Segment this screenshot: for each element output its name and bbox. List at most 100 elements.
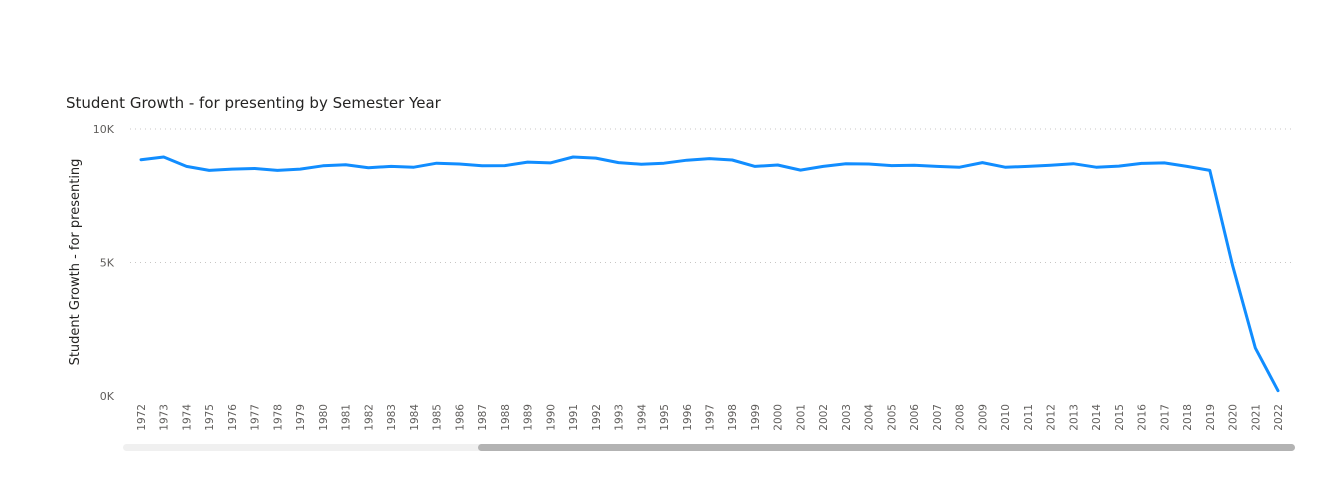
x-tick-label: 1982 [363, 404, 375, 431]
x-tick-label: 1984 [409, 404, 421, 431]
y-axis-label: Student Growth - for presenting [68, 159, 83, 366]
x-tick-label: 2018 [1182, 404, 1194, 431]
x-tick-label: 1993 [614, 404, 626, 431]
data-point[interactable] [432, 158, 442, 168]
x-tick-label: 2017 [1159, 404, 1171, 431]
data-point[interactable] [864, 159, 874, 169]
x-tick-label: 2010 [1000, 404, 1012, 431]
data-point[interactable] [591, 153, 601, 163]
x-tick-label: 2016 [1137, 404, 1149, 431]
y-axis-ticks: 0K 5K 10K [93, 123, 115, 403]
data-point[interactable] [386, 161, 396, 171]
x-tick-label: 1996 [682, 404, 694, 431]
data-point[interactable] [363, 163, 373, 173]
x-tick-label: 2002 [818, 404, 830, 431]
data-point[interactable] [977, 158, 987, 168]
data-point[interactable] [477, 161, 487, 171]
x-tick-label: 2007 [932, 404, 944, 431]
x-tick-label: 1977 [250, 404, 262, 431]
data-point[interactable] [1000, 162, 1010, 172]
data-point[interactable] [636, 159, 646, 169]
data-point[interactable] [545, 158, 555, 168]
data-point[interactable] [409, 162, 419, 172]
data-point[interactable] [682, 155, 692, 165]
x-tick-label: 1990 [545, 404, 557, 431]
horizontal-scrollbar[interactable] [123, 444, 1295, 451]
data-point[interactable] [932, 161, 942, 171]
series-layer [136, 152, 1283, 396]
data-point[interactable] [727, 155, 737, 165]
x-tick-label: 2012 [1046, 404, 1058, 431]
x-tick-label: 2019 [1205, 404, 1217, 431]
x-tick-label: 1972 [136, 404, 148, 431]
x-tick-label: 1992 [591, 404, 603, 431]
x-tick-label: 1980 [318, 404, 330, 431]
data-point[interactable] [454, 159, 464, 169]
x-tick-label: 2021 [1250, 404, 1262, 431]
data-point[interactable] [1250, 343, 1260, 353]
data-point[interactable] [295, 164, 305, 174]
data-point[interactable] [1091, 162, 1101, 172]
x-tick-label: 1994 [636, 404, 648, 431]
data-point[interactable] [1137, 158, 1147, 168]
data-point[interactable] [136, 155, 146, 165]
x-tick-label: 1998 [727, 404, 739, 431]
data-point[interactable] [773, 160, 783, 170]
y-tick-label: 5K [100, 257, 115, 270]
gridlines [130, 128, 1295, 263]
x-tick-label: 1979 [295, 404, 307, 431]
data-point[interactable] [568, 152, 578, 162]
data-point[interactable] [1023, 161, 1033, 171]
x-axis-ticks: 1972 1973 1974 1975 1976 1977 1978 1979 1980 1981… [136, 404, 1285, 431]
x-tick-label: 1991 [568, 404, 580, 431]
data-point[interactable] [341, 160, 351, 170]
x-tick-label: 1997 [705, 404, 717, 431]
data-point[interactable] [1205, 165, 1215, 175]
data-point[interactable] [227, 164, 237, 174]
x-tick-label: 2015 [1114, 404, 1126, 431]
x-tick-label: 1999 [750, 404, 762, 431]
data-point[interactable] [500, 161, 510, 171]
data-point[interactable] [1182, 161, 1192, 171]
scrollbar-thumb[interactable] [478, 444, 1295, 451]
data-point[interactable] [659, 158, 669, 168]
data-point[interactable] [886, 161, 896, 171]
data-point[interactable] [250, 164, 260, 174]
data-point[interactable] [523, 157, 533, 167]
chart-title: Student Growth - for presenting by Semes… [66, 94, 442, 112]
x-tick-label: 1978 [272, 404, 284, 431]
x-tick-label: 2020 [1228, 404, 1240, 431]
data-point[interactable] [272, 165, 282, 175]
data-point[interactable] [614, 158, 624, 168]
data-point[interactable] [909, 160, 919, 170]
y-tick-label: 0K [100, 390, 115, 403]
x-tick-label: 2006 [909, 404, 921, 431]
x-tick-label: 1986 [454, 404, 466, 431]
x-tick-label: 2013 [1068, 404, 1080, 431]
data-point[interactable] [181, 161, 191, 171]
data-point[interactable] [1046, 160, 1056, 170]
data-point[interactable] [1228, 260, 1238, 270]
data-point[interactable] [1159, 158, 1169, 168]
x-tick-label: 1987 [477, 404, 489, 431]
data-point[interactable] [1114, 161, 1124, 171]
x-tick-label: 1974 [181, 404, 193, 431]
data-point[interactable] [955, 162, 965, 172]
x-tick-label: 1973 [159, 404, 171, 431]
data-point[interactable] [204, 165, 214, 175]
y-tick-label: 10K [93, 123, 115, 136]
data-point[interactable] [1273, 386, 1283, 396]
data-point[interactable] [159, 152, 169, 162]
data-point[interactable] [750, 161, 760, 171]
data-point[interactable] [318, 161, 328, 171]
x-tick-label: 2008 [955, 404, 967, 431]
data-point[interactable] [1068, 159, 1078, 169]
data-point[interactable] [705, 154, 715, 164]
x-tick-label: 2005 [886, 404, 898, 431]
data-point[interactable] [841, 159, 851, 169]
data-point[interactable] [795, 165, 805, 175]
data-point[interactable] [818, 161, 828, 171]
x-tick-label: 2001 [795, 404, 807, 431]
x-tick-label: 2014 [1091, 404, 1103, 431]
series-line[interactable] [139, 155, 1280, 393]
